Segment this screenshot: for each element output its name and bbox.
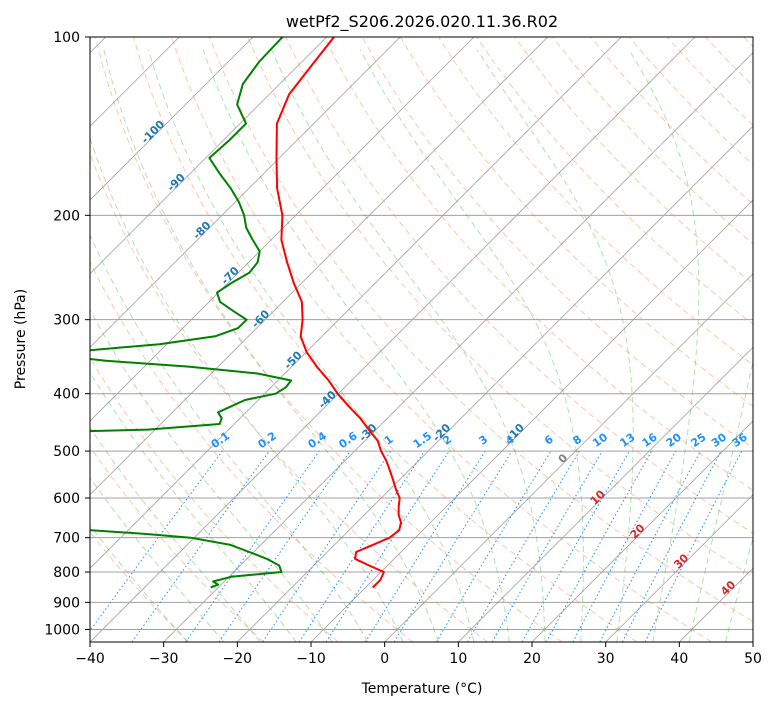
moist-adiabat-line [688, 358, 753, 642]
dry-adiabat-line [132, 37, 638, 642]
mixing-ratio-line [393, 450, 513, 642]
temperature-profile [275, 37, 402, 589]
y-tick-label: 200 [53, 208, 80, 224]
dry-adiabat-line [90, 260, 414, 642]
mixing-ratio-line [644, 450, 743, 642]
isotherm-line [90, 37, 548, 496]
isotherm-line [90, 37, 401, 348]
isotherm-line [458, 346, 753, 642]
dry-adiabat-line [94, 37, 563, 642]
moist-adiabat-line [90, 136, 404, 642]
moist-adiabat-line [147, 49, 475, 642]
x-tick-label: 0 [380, 651, 389, 667]
x-tick-label: −40 [75, 651, 105, 667]
mixing-ratio-line [262, 450, 392, 642]
y-tick-label: 100 [53, 30, 80, 46]
y-tick-label: 600 [53, 491, 80, 507]
isotherm-line [90, 37, 327, 275]
mixing-ratio-line [90, 450, 223, 632]
moist-adiabat-line [90, 233, 369, 642]
y-tick-label: 500 [53, 444, 80, 460]
isotherm-line [90, 37, 254, 201]
y-tick-label: 300 [53, 313, 80, 329]
isotherm-line [90, 37, 696, 642]
dry-adiabat-line [90, 446, 264, 642]
y-tick-label: 700 [53, 531, 80, 547]
mixing-ratio-line [545, 450, 653, 642]
dry-adiabat-line [247, 37, 753, 578]
moist-adiabat-line [90, 524, 188, 642]
mixing-ratio-line [572, 450, 677, 642]
moist-adiabat-line [90, 426, 261, 642]
moist-adiabat-line [90, 477, 225, 642]
dry-adiabat-line [90, 356, 339, 642]
isotherm-line [90, 37, 475, 422]
x-tick-label: −10 [296, 651, 326, 667]
x-tick-label: 10 [449, 651, 467, 667]
mixing-ratio-line [218, 450, 351, 642]
y-tick-label: 400 [53, 387, 80, 403]
y-tick-label: 800 [53, 565, 80, 581]
dry-adiabat-line [514, 37, 753, 285]
axes: −40 −30 −20 −10 0 10 20 30 40 50 100 200 300 400 500 60… [44, 30, 762, 667]
mixing-ratio-line [298, 450, 425, 642]
moist-adiabat-line [103, 49, 439, 642]
moist-adiabat-line [90, 308, 333, 642]
isotherm-line [310, 199, 753, 642]
isotherm-line [237, 125, 753, 642]
mixing-ratio-line [131, 450, 270, 642]
y-tick-label: 900 [53, 595, 80, 611]
x-tick-label: 20 [523, 651, 541, 667]
x-tick-label: −30 [149, 651, 179, 667]
dry-adiabat-line [476, 37, 753, 325]
moist-adiabat-line [202, 49, 510, 642]
x-axis-label: Temperature (°C) [361, 681, 483, 697]
dry-adiabat-line [171, 37, 712, 642]
chart-title: wetPf2_S206.2026.020.11.36.R02 [286, 12, 558, 32]
moist-adiabat-line [90, 371, 297, 642]
moist-adiabat-line [476, 49, 634, 642]
plot-frame [89, 36, 754, 643]
dry-adiabat-line [323, 37, 753, 491]
moist-adiabat-line [628, 49, 700, 642]
moist-adiabat-line [271, 49, 546, 642]
mixing-ratio-line [325, 450, 450, 642]
mixing-ratio-line [185, 450, 320, 642]
isotherm-line [163, 52, 753, 642]
y-axis-label: Pressure (hPa) [13, 289, 29, 389]
y-tick-label: 1000 [44, 622, 80, 638]
isotherm-line [605, 494, 753, 642]
x-tick-label: 50 [744, 651, 762, 667]
isotherm-line [90, 37, 622, 569]
mixing-ratio-line [521, 450, 630, 642]
x-tick-label: 30 [597, 651, 615, 667]
dry-adiabat-line [209, 37, 753, 623]
dry-adiabat-line [285, 37, 753, 535]
x-tick-label: −20 [223, 651, 253, 667]
moist-adiabat-line [725, 536, 753, 642]
isotherm-line [531, 420, 753, 642]
dewpoint-profile [90, 37, 293, 589]
x-tick-label: 40 [670, 651, 688, 667]
isotherm-line [384, 273, 753, 642]
